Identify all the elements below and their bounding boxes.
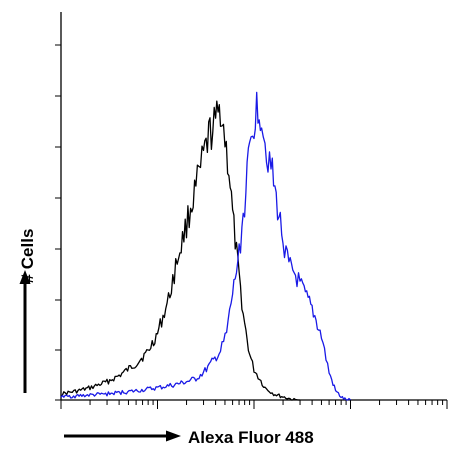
y-axis-arrowhead-icon <box>19 270 31 284</box>
histogram-series <box>60 91 351 401</box>
y-axis-label: # Cells <box>18 229 37 284</box>
histogram-line-blue <box>60 91 351 401</box>
histogram-line-black <box>60 100 300 401</box>
x-axis-ticks <box>60 400 448 409</box>
x-axis-label: Alexa Fluor 488 <box>188 428 314 447</box>
y-axis-label-group: # Cells <box>18 229 37 393</box>
plot-frame <box>60 12 447 401</box>
x-axis-label-group: Alexa Fluor 488 <box>64 428 314 447</box>
x-axis-arrowhead-icon <box>166 430 181 442</box>
y-axis-ticks <box>55 44 61 401</box>
